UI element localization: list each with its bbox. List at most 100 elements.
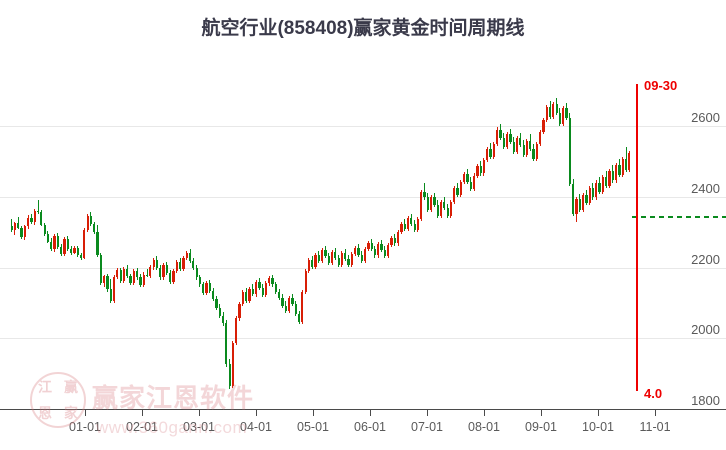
y-axis-tick-label: 2200 — [691, 251, 720, 267]
candlestick-body — [506, 133, 509, 148]
candlestick-body — [416, 218, 420, 230]
candlestick-body — [182, 258, 185, 269]
candlestick — [558, 108, 562, 126]
gridline — [0, 126, 726, 127]
candlestick — [430, 195, 433, 213]
candlestick — [132, 268, 135, 286]
candlestick-body — [327, 256, 330, 264]
candlestick-body — [99, 254, 102, 284]
candlestick — [466, 169, 469, 184]
candlestick-body — [615, 164, 618, 181]
candlestick — [423, 182, 426, 200]
x-axis-tick-mark — [370, 410, 371, 416]
candlestick — [598, 176, 601, 194]
candlestick — [251, 284, 254, 297]
candlestick — [281, 294, 284, 308]
candlestick-body — [294, 304, 297, 315]
candlestick — [178, 258, 182, 272]
candlestick — [410, 213, 413, 226]
candlestick-body — [611, 171, 614, 181]
candlestick-body — [489, 149, 492, 158]
candlestick-body — [482, 159, 486, 174]
candlestick-body — [443, 201, 446, 209]
candlestick — [188, 249, 192, 264]
candlestick — [456, 183, 459, 198]
candlestick — [205, 280, 208, 296]
candlestick-body — [548, 106, 552, 117]
candlestick-body — [205, 283, 208, 293]
candlestick-body — [400, 223, 403, 233]
marker-value-label: 4.0 — [644, 386, 663, 401]
candlestick — [502, 133, 505, 150]
candlestick-body — [340, 253, 344, 265]
candlestick-body — [621, 159, 624, 175]
time-cycle-vertical-line[interactable] — [636, 84, 638, 391]
candlestick — [535, 141, 538, 161]
candlestick-body — [172, 271, 175, 282]
candlestick — [562, 106, 565, 126]
candlestick — [245, 288, 248, 303]
candlestick — [347, 255, 350, 268]
candlestick — [525, 138, 529, 158]
candlestick — [172, 268, 175, 284]
candlestick — [545, 104, 548, 122]
candlestick-body — [595, 182, 598, 198]
candlestick-body — [56, 235, 59, 247]
x-axis-tick-label: 05-01 — [297, 420, 329, 434]
candlestick — [459, 179, 462, 198]
plot-area[interactable]: 09-30 4.0 — [0, 55, 726, 409]
candlestick — [618, 159, 621, 177]
candlestick — [198, 274, 202, 287]
candlestick — [284, 301, 287, 313]
candlestick — [17, 217, 20, 229]
candlestick-body — [436, 204, 439, 216]
candlestick-body — [397, 232, 400, 244]
candlestick-body — [519, 138, 522, 146]
candlestick-body — [126, 268, 129, 276]
candlestick-body — [33, 210, 36, 223]
candlestick-body — [496, 129, 499, 144]
candlestick — [532, 143, 535, 161]
x-axis-tick-mark — [199, 410, 200, 416]
candlestick — [608, 169, 611, 189]
marker-date-label: 09-30 — [644, 78, 678, 93]
candlestick-body — [466, 174, 469, 182]
candlestick-body — [112, 276, 116, 301]
candlestick — [575, 196, 578, 222]
candlestick-body — [568, 118, 571, 184]
candlestick — [10, 219, 13, 233]
seal-char-1: 赢 — [64, 379, 78, 395]
candlestick — [439, 199, 443, 218]
candlestick — [225, 319, 228, 367]
candlestick-body — [420, 191, 423, 219]
candlestick-body — [591, 188, 595, 198]
candlestick — [621, 157, 624, 177]
candlestick-body — [373, 249, 377, 256]
candlestick — [30, 213, 33, 225]
candlestick — [169, 270, 172, 284]
candlestick-wick — [17, 217, 19, 229]
candlestick — [258, 278, 261, 291]
candlestick-body — [264, 283, 268, 296]
candlestick-body — [106, 275, 109, 290]
candlestick-body — [512, 141, 515, 153]
candlestick-body — [109, 289, 112, 301]
candlestick-body — [215, 299, 218, 308]
candlestick-body — [479, 166, 482, 174]
candlestick-body — [307, 260, 311, 272]
candlestick-body — [169, 273, 172, 282]
x-axis-tick-label: 06-01 — [354, 420, 386, 434]
candlestick — [406, 215, 410, 232]
candlestick-body — [76, 247, 79, 255]
candlestick — [63, 237, 66, 257]
candlestick-body — [274, 284, 278, 293]
candlestick — [611, 164, 614, 183]
candlestick-body — [565, 108, 568, 119]
candlestick — [43, 222, 46, 236]
candlestick — [264, 280, 268, 298]
candlestick — [27, 215, 30, 229]
candlestick — [393, 233, 396, 246]
candlestick — [327, 252, 330, 266]
candlestick-body — [413, 223, 416, 230]
